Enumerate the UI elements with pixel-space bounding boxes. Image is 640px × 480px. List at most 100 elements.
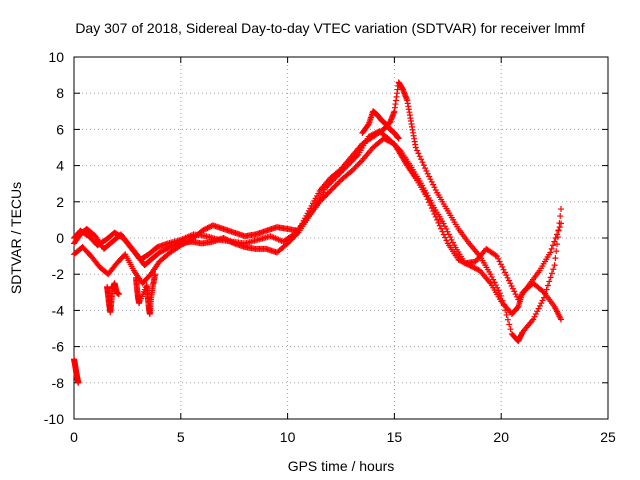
data-point xyxy=(471,264,478,271)
data-point xyxy=(350,166,357,173)
data-point xyxy=(509,285,516,292)
data-point xyxy=(554,231,561,238)
y-tick-label: 6 xyxy=(56,121,64,137)
y-tick-label: 10 xyxy=(48,49,64,65)
data-point xyxy=(551,238,558,245)
data-point xyxy=(356,159,363,166)
data-point xyxy=(414,147,421,154)
data-point xyxy=(388,138,395,145)
data-point xyxy=(325,189,332,196)
data-point xyxy=(505,277,512,284)
data-point xyxy=(337,169,344,176)
data-point xyxy=(351,165,358,172)
data-point xyxy=(506,321,513,328)
y-axis-label: SDTVAR / TECUs xyxy=(8,182,24,294)
data-point xyxy=(442,234,449,241)
x-tick-label: 10 xyxy=(280,429,296,445)
data-point xyxy=(415,150,422,157)
data-point xyxy=(323,184,330,191)
data-point xyxy=(542,290,549,297)
data-point xyxy=(329,185,336,192)
data-point xyxy=(544,282,551,289)
data-point xyxy=(165,244,172,251)
data-point xyxy=(512,291,519,298)
grid-lines xyxy=(74,57,608,419)
data-points xyxy=(71,79,565,386)
data-point xyxy=(496,290,503,297)
data-point xyxy=(470,264,477,271)
data-point xyxy=(181,240,188,247)
data-point xyxy=(447,234,454,241)
data-point xyxy=(448,236,455,243)
y-tick-label: -10 xyxy=(44,411,64,427)
data-point xyxy=(535,305,542,312)
data-point xyxy=(440,220,447,227)
data-point xyxy=(391,141,398,148)
data-point xyxy=(328,186,335,193)
data-point xyxy=(180,240,187,247)
y-tick-label: 2 xyxy=(56,194,64,210)
data-point xyxy=(332,174,339,181)
data-point xyxy=(439,228,446,235)
data-point xyxy=(508,282,515,289)
data-point xyxy=(387,137,394,144)
data-point xyxy=(333,181,340,188)
data-point xyxy=(549,242,556,249)
x-tick-label: 25 xyxy=(600,429,616,445)
data-point xyxy=(455,256,462,263)
data-point xyxy=(495,287,502,294)
data-point xyxy=(420,162,427,169)
data-point xyxy=(416,153,423,160)
x-tick-label: 20 xyxy=(493,429,509,445)
data-point xyxy=(75,379,82,386)
data-point xyxy=(511,288,518,295)
y-tick-label: -2 xyxy=(52,266,65,282)
data-point xyxy=(546,278,553,285)
x-tick-label: 5 xyxy=(177,429,185,445)
data-point xyxy=(534,308,541,315)
data-point xyxy=(364,122,371,129)
data-point xyxy=(372,130,379,137)
data-point xyxy=(530,316,537,323)
data-point xyxy=(443,225,450,232)
data-point xyxy=(445,231,452,238)
data-point xyxy=(424,170,431,177)
series-track-f xyxy=(132,271,159,318)
axis-ticks: 0 5 10 15 20 25 -10 -8 -6 -4 -2 0 2 4 6 8 10 xyxy=(44,49,616,445)
data-point xyxy=(497,261,504,268)
data-point xyxy=(343,163,350,170)
data-point xyxy=(345,161,352,168)
data-point xyxy=(431,184,438,191)
data-point xyxy=(368,132,375,139)
data-point xyxy=(558,206,565,213)
data-point xyxy=(352,163,359,170)
data-point xyxy=(115,291,122,298)
x-tick-label: 0 xyxy=(70,429,78,445)
data-point xyxy=(532,311,539,318)
data-point xyxy=(344,162,351,169)
data-point xyxy=(496,258,503,265)
data-point xyxy=(205,224,212,231)
y-tick-label: -8 xyxy=(52,375,65,391)
data-point xyxy=(426,173,433,180)
data-point xyxy=(500,266,507,273)
y-tick-label: -6 xyxy=(52,339,65,355)
data-point xyxy=(348,168,355,175)
data-point xyxy=(333,173,340,180)
series-track-c xyxy=(71,128,565,303)
data-point xyxy=(495,255,502,262)
data-point xyxy=(494,284,501,291)
y-tick-label: 8 xyxy=(56,85,64,101)
data-point xyxy=(207,223,214,230)
data-point xyxy=(156,249,163,256)
data-point xyxy=(341,165,348,172)
data-point xyxy=(507,280,514,287)
data-point xyxy=(436,222,443,229)
data-point xyxy=(558,316,565,323)
data-point xyxy=(201,226,208,233)
data-point xyxy=(558,220,565,227)
data-point xyxy=(395,135,402,142)
data-point xyxy=(351,155,358,162)
data-point xyxy=(444,228,451,235)
